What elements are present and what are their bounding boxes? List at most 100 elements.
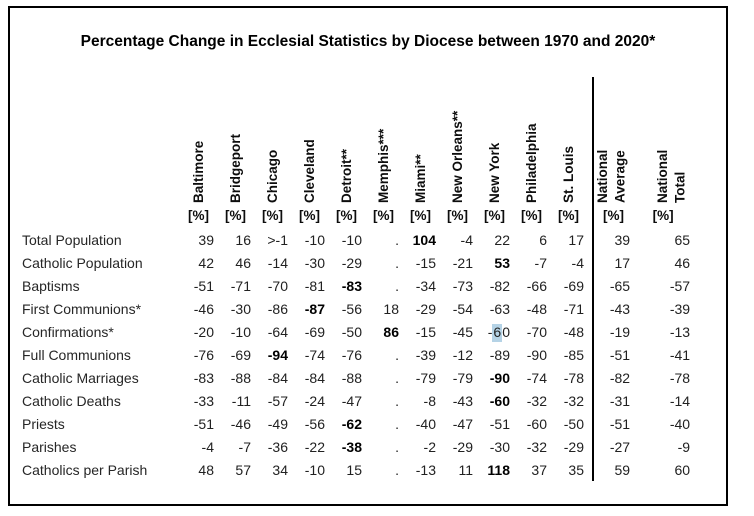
table-cell: -89 [489,346,510,363]
table-cell: -94 [267,346,288,363]
table-cell: -47 [341,392,362,409]
table-cell: -71 [563,300,584,317]
table-cell: -14 [669,392,691,409]
unit-label: [%] [373,208,394,223]
column-header-label: National Total [655,149,688,203]
table-cell: -78 [669,369,691,386]
column-header-new-york: New York [476,77,513,203]
column-header-label: Cleveland [301,139,317,203]
column-header-label: Miami** [412,154,428,203]
table-cell: -79 [452,369,473,386]
table-cell: . [395,231,399,248]
table-cell: -24 [304,392,325,409]
table-cell: -86 [267,300,288,317]
table-cell: -57 [669,277,691,294]
table-cell: -10 [341,231,362,248]
table-cell: -39 [669,300,691,317]
column-header-label: Detroit** [338,148,354,203]
unit-label: [%] [262,208,283,223]
header-row-units: [%] [%] [%] [%] [%] [%] [%] [%] [%] [%] [%] [%] [%] [20,203,693,228]
table-cell: -64 [267,323,288,340]
column-header-cleveland: Cleveland [291,77,328,203]
row-label: Catholic Marriages [22,369,139,386]
table-cell: >-1 [267,231,288,248]
table-frame: Percentage Change in Ecclesial Statistic… [8,6,728,506]
table-cell: -79 [415,369,436,386]
table-cell: -43 [591,297,634,320]
table-cell: 39 [591,228,634,251]
table-cell: -46 [230,415,251,432]
table-cell: -69 [230,346,251,363]
table-cell: -21 [452,254,473,271]
table-cell: -19 [591,320,634,343]
table-cell: -84 [304,369,325,386]
table-cell: -32 [526,438,547,455]
table-row: Baptisms -51 -71 -70 -81 -83. -34 -73 -82 -66 -69-… [20,274,693,297]
table-cell: 35 [568,461,584,478]
table-cell: -15 [415,323,436,340]
table-cell: -56 [304,415,325,432]
table-cell: 18 [383,300,399,317]
table-cell: -74 [526,369,547,386]
header-row-names: Baltimore Bridgeport Chicago Cleveland Detro… [20,77,693,203]
table-cell: -51 [489,415,510,432]
unit-label: [%] [299,208,320,223]
table-cell: -36 [267,438,288,455]
table-cell: -46 [193,300,214,317]
table-cell: 11 [458,461,473,478]
table-cell: -10 [304,461,325,478]
table-cell: -71 [230,277,251,294]
column-header-detroit: Detroit** [328,77,365,203]
table-cell: 59 [591,458,634,481]
table-cell: -4 [201,438,214,455]
column-header-label: St. Louis [560,146,576,203]
table-cell: -82 [489,277,510,294]
column-header-label: New York [486,142,502,203]
table-cell: -84 [267,369,288,386]
table-cell: . [395,346,399,363]
table-cell: -48 [563,323,584,340]
table-cell: -14 [267,254,288,271]
table-cell: 16 [235,231,251,248]
table-cell: . [395,392,399,409]
table-cell: 6 [539,231,547,248]
table-cell: -4 [571,254,584,271]
column-header-miami: Miami** [402,77,439,203]
table-cell: 46 [235,254,251,271]
table-cell: -74 [304,346,325,363]
row-label: Catholic Deaths [22,392,121,409]
table-cell: . [395,277,399,294]
table-cell: -83 [341,277,362,294]
column-header-label: New Orleans** [449,110,465,203]
table-cell: -56 [341,300,362,317]
table-cell: . [395,254,399,271]
table-cell: -13 [669,323,691,340]
column-header-label: Bridgeport [227,134,243,203]
column-header-memphis: Memphis*** [365,77,402,203]
row-label: Full Communions [22,346,131,363]
table-cell: -9 [677,438,691,455]
row-label: Confirmations* [22,323,114,340]
column-header-label: Memphis*** [375,128,391,203]
table-cell: -32 [563,392,584,409]
table-cell: -83 [193,369,214,386]
table-cell: -4 [460,231,473,248]
table-cell: . [395,415,399,432]
column-header-baltimore: Baltimore [180,77,217,203]
table-cell: -50 [563,415,584,432]
table-cell: . [395,438,399,455]
table-cell: -57 [267,392,288,409]
table-cell: -60 [489,392,510,409]
table-body: Total Population 39 16 >-1 -10 -10. 104 -4 22 6 17… [20,228,693,481]
table-row: Priests -51 -46 -49 -56 -62. -40 -47 -51 -60 -50 -5… [20,412,693,435]
table-cell: -49 [267,415,288,432]
table-cell: 37 [531,461,547,478]
table-cell: -90 [489,369,510,386]
table-cell: -41 [669,346,691,363]
table-cell: 39 [198,231,214,248]
statistics-table: Baltimore Bridgeport Chicago Cleveland Detro… [20,77,693,481]
table-cell: 17 [591,251,634,274]
table-cell: -54 [452,300,473,317]
table-cell: -39 [415,346,436,363]
